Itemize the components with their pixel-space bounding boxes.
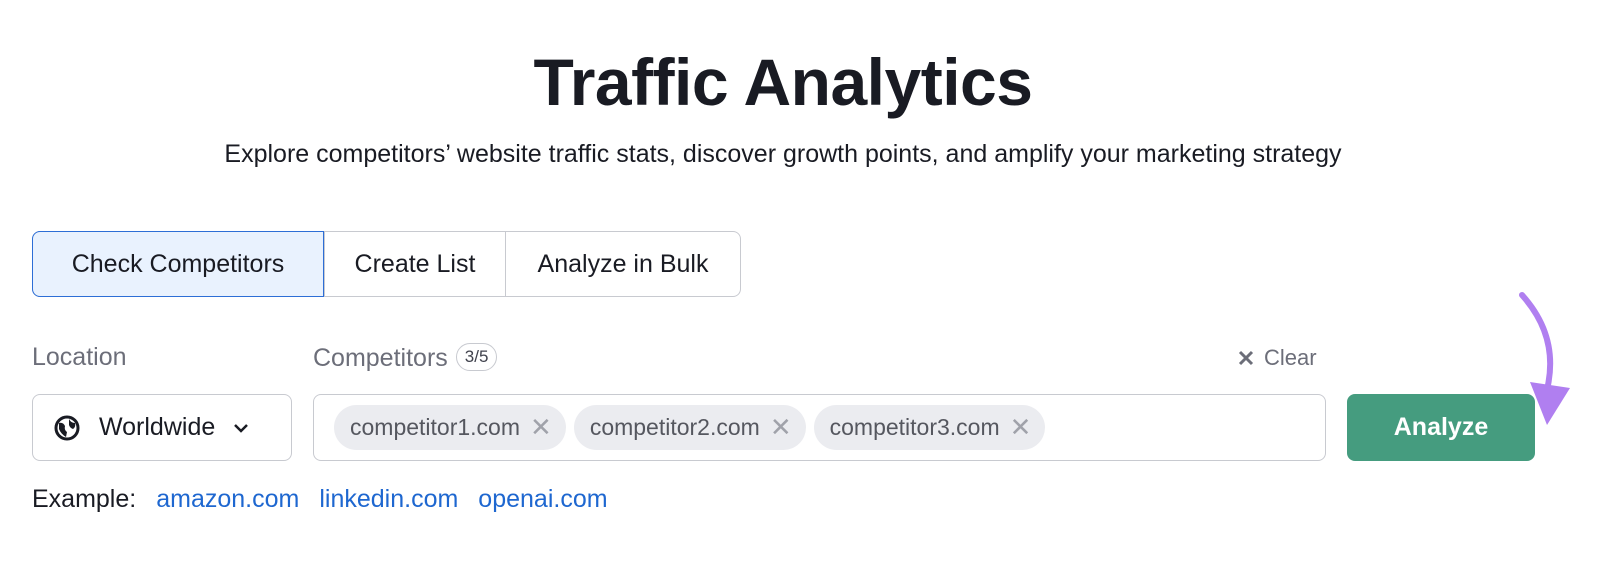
competitors-input[interactable]: competitor1.com ✕ competitor2.com ✕ compet… (313, 394, 1326, 461)
competitor-chip: competitor3.com ✕ (813, 405, 1046, 450)
mode-tabs: Check Competitors Create List Analyze in… (32, 231, 741, 297)
location-label: Location (32, 343, 127, 371)
competitors-count-badge: 3/5 (455, 343, 498, 371)
page-subtitle: Explore competitors’ website traffic sta… (224, 140, 1342, 168)
chip-label: competitor2.com (589, 414, 760, 440)
arrow-annotation-icon (1519, 292, 1570, 425)
chevron-down-icon (234, 423, 249, 433)
example-link-amazon[interactable]: amazon.com (156, 485, 300, 513)
globe-icon (54, 415, 80, 440)
analyze-button[interactable]: Analyze (1347, 394, 1535, 461)
remove-chip-icon[interactable]: ✕ (769, 412, 792, 442)
tab-create-list[interactable]: Create List (324, 232, 505, 296)
close-icon (1238, 350, 1254, 366)
competitors-label: Competitors (313, 344, 448, 372)
remove-chip-icon[interactable]: ✕ (530, 412, 552, 442)
competitor-chip: competitor1.com ✕ (334, 405, 566, 450)
location-value: Worldwide (99, 413, 216, 441)
chip-label: competitor1.com (350, 414, 521, 440)
example-link-openai[interactable]: openai.com (478, 485, 608, 513)
clear-button[interactable]: Clear (1238, 345, 1317, 371)
remove-chip-icon[interactable]: ✕ (1009, 412, 1032, 442)
competitors-label-group: Competitors 3/5 (313, 343, 498, 373)
example-label: Example: (32, 485, 137, 513)
tab-analyze-in-bulk[interactable]: Analyze in Bulk (505, 232, 740, 296)
competitor-chip: competitor2.com ✕ (573, 405, 806, 450)
tab-check-competitors[interactable]: Check Competitors (32, 231, 324, 297)
chip-label: competitor3.com (829, 414, 1000, 440)
location-select[interactable]: Worldwide (32, 394, 292, 461)
clear-label: Clear (1264, 345, 1317, 370)
examples: Example: amazon.com linkedin.com openai.… (32, 485, 608, 514)
page-title: Traffic Analytics (533, 45, 1033, 119)
example-link-linkedin[interactable]: linkedin.com (319, 485, 459, 513)
